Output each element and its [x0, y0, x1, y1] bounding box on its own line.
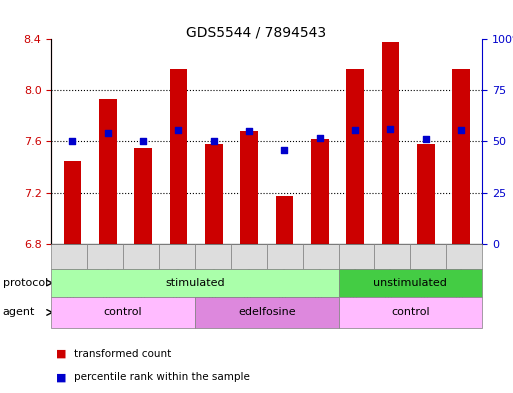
Text: transformed count: transformed count: [74, 349, 172, 359]
Text: edelfosine: edelfosine: [238, 307, 295, 318]
Point: [139, 138, 147, 145]
Point: [351, 127, 359, 133]
Bar: [382, 42, 399, 244]
Point: [457, 127, 465, 133]
Bar: [134, 148, 152, 244]
Bar: [452, 69, 470, 244]
Text: percentile rank within the sample: percentile rank within the sample: [74, 372, 250, 382]
Bar: [346, 69, 364, 244]
Bar: [205, 144, 223, 244]
Bar: [99, 99, 116, 244]
Text: GDS5544 / 7894543: GDS5544 / 7894543: [186, 26, 327, 40]
Text: unstimulated: unstimulated: [373, 278, 447, 288]
Text: agent: agent: [3, 307, 35, 318]
Point: [386, 125, 394, 132]
Text: protocol: protocol: [3, 278, 48, 288]
Point: [210, 138, 218, 145]
Bar: [311, 139, 328, 244]
Point: [245, 128, 253, 134]
Bar: [64, 161, 82, 244]
Text: control: control: [391, 307, 430, 318]
Point: [104, 129, 112, 136]
Point: [174, 127, 183, 133]
Bar: [275, 196, 293, 244]
Bar: [170, 69, 187, 244]
Point: [68, 138, 76, 145]
Bar: [417, 144, 435, 244]
Point: [315, 134, 324, 141]
Text: ■: ■: [56, 372, 67, 382]
Bar: [240, 131, 258, 244]
Text: stimulated: stimulated: [165, 278, 225, 288]
Text: ■: ■: [56, 349, 67, 359]
Point: [422, 136, 430, 142]
Point: [280, 147, 288, 154]
Text: control: control: [104, 307, 143, 318]
